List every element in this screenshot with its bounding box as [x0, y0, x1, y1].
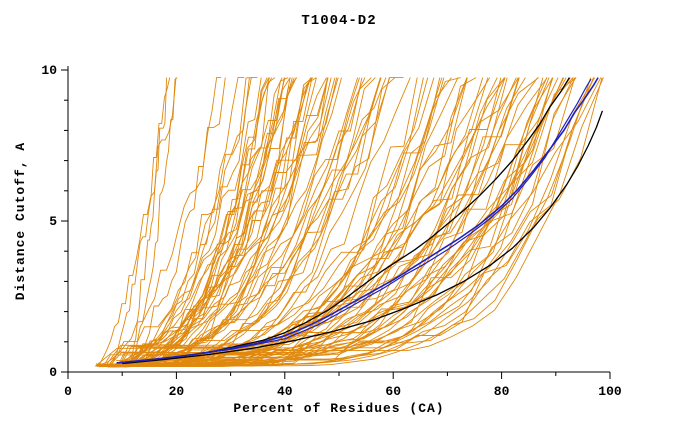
- y-axis-label: Distance Cutoff, A: [13, 142, 28, 300]
- orange-model-curve: [111, 77, 468, 367]
- y-tick-label: 10: [41, 63, 57, 78]
- highlight-curve-model-black-upper: [116, 77, 570, 364]
- highlight-curve-model-black-lower: [122, 110, 604, 365]
- curves-layer: [94, 77, 604, 368]
- orange-model-curve: [126, 77, 313, 368]
- orange-model-curve: [130, 77, 477, 365]
- x-tick-label: 60: [385, 384, 401, 399]
- x-tick-label: 100: [598, 384, 622, 399]
- orange-model-curve: [128, 77, 168, 367]
- y-tick-label: 5: [49, 214, 57, 229]
- y-tick-label: 0: [49, 365, 57, 380]
- x-tick-label: 20: [169, 384, 185, 399]
- orange-model-curve: [97, 77, 286, 367]
- orange-model-curve: [123, 77, 258, 365]
- orange-model-curve: [110, 77, 171, 367]
- orange-model-curve: [125, 77, 553, 367]
- x-axis-label: Percent of Residues (CA): [233, 401, 444, 416]
- orange-model-curve: [132, 77, 336, 368]
- highlight-curve-model-blue-secondary: [116, 78, 592, 364]
- orange-model-curve: [111, 77, 313, 367]
- chart-title: T1004-D2: [301, 13, 376, 29]
- orange-model-curve: [130, 77, 276, 367]
- highlight-curve-model-blue-primary: [116, 77, 599, 364]
- x-tick-label: 40: [277, 384, 293, 399]
- orange-model-curve: [105, 77, 273, 366]
- orange-model-curve: [95, 77, 226, 365]
- orange-model-curve: [103, 77, 253, 366]
- orange-model-curve: [122, 77, 222, 365]
- x-tick-label: 80: [494, 384, 510, 399]
- orange-model-curve: [122, 77, 565, 367]
- orange-model-curve: [96, 77, 177, 367]
- orange-model-curve: [124, 77, 491, 368]
- orange-model-curve: [108, 77, 363, 367]
- orange-model-curve: [124, 77, 604, 366]
- x-tick-label: 0: [64, 384, 72, 399]
- orange-model-curve: [96, 77, 329, 367]
- orange-model-curve: [117, 77, 289, 368]
- orange-model-curve: [106, 77, 564, 365]
- orange-model-curve: [121, 77, 317, 368]
